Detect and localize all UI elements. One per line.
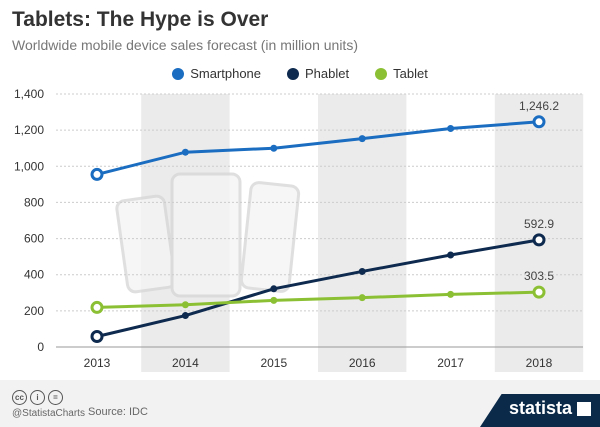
tablet-point (532, 285, 546, 299)
legend: Smartphone Phablet Tablet (0, 66, 600, 81)
tablet-point (181, 301, 189, 309)
x-tick-label: 2014 (172, 356, 199, 370)
smartphone-point (358, 135, 366, 143)
x-tick-label: 2013 (84, 356, 111, 370)
smartphone-point (90, 167, 104, 181)
y-tick-label: 1,000 (14, 159, 44, 173)
legend-label: Tablet (393, 66, 428, 81)
twitter-handle: @StatistaCharts (12, 408, 85, 419)
legend-item-phablet: Phablet (287, 66, 349, 81)
smartphone-line (96, 120, 540, 176)
license-icons: cc i = (12, 390, 63, 405)
y-tick-label: 1,400 (14, 87, 44, 101)
tablet-point (270, 296, 278, 304)
line-chart: 2013 2014 2015 2016 2017 2018 0 200 400 600 800 1,0… (14, 87, 584, 372)
phablet-point (532, 233, 546, 247)
y-tick-label: 0 (37, 340, 44, 354)
chart-title: Tablets: The Hype is Over (12, 8, 269, 31)
y-tick-label: 400 (24, 268, 44, 282)
phablet-point (447, 251, 455, 259)
smartphone-point (447, 125, 455, 133)
y-tick-label: 200 (24, 304, 44, 318)
legend-marker (172, 67, 185, 80)
phablet-point (181, 312, 189, 320)
smartphone-point (181, 148, 189, 156)
legend-marker (375, 67, 388, 80)
band-2018 (494, 94, 584, 372)
smartphone-point (270, 144, 278, 152)
statista-logo-icon (577, 402, 591, 416)
phablet-line (96, 238, 540, 338)
x-tick-label: 2016 (349, 356, 376, 370)
cc-icon: cc (12, 390, 27, 405)
phablet-point (358, 267, 366, 275)
smartphone-data-label: 1,246.2 (519, 99, 559, 113)
y-tick-label: 1,200 (14, 123, 44, 137)
legend-item-tablet: Tablet (375, 66, 428, 81)
statista-logo[interactable]: statista (508, 398, 572, 418)
x-tick-label: 2015 (260, 356, 287, 370)
y-tick-label: 600 (24, 232, 44, 246)
chart-subtitle: Worldwide mobile device sales forecast (… (12, 37, 358, 53)
tablet-point (447, 290, 455, 298)
x-tick-label: 2017 (437, 356, 464, 370)
x-tick-label: 2018 (526, 356, 553, 370)
tablet-point (358, 294, 366, 302)
by-icon: i (30, 390, 45, 405)
legend-marker (287, 67, 300, 80)
phablet-point (90, 330, 104, 344)
legend-label: Phablet (305, 66, 350, 81)
y-tick-label: 800 (24, 195, 44, 209)
nd-icon: = (48, 390, 63, 405)
source: Source: IDC (88, 406, 148, 418)
phablet-data-label: 592.9 (524, 217, 554, 231)
devices-illustration-icon (115, 172, 301, 298)
phablet-point (270, 285, 278, 293)
legend-label: Smartphone (190, 66, 262, 81)
tablet-point (90, 300, 104, 314)
smartphone-point (532, 115, 546, 129)
tablet-data-label: 303.5 (524, 269, 554, 283)
tablet-line (96, 290, 540, 309)
legend-item-smartphone: Smartphone (172, 66, 261, 81)
